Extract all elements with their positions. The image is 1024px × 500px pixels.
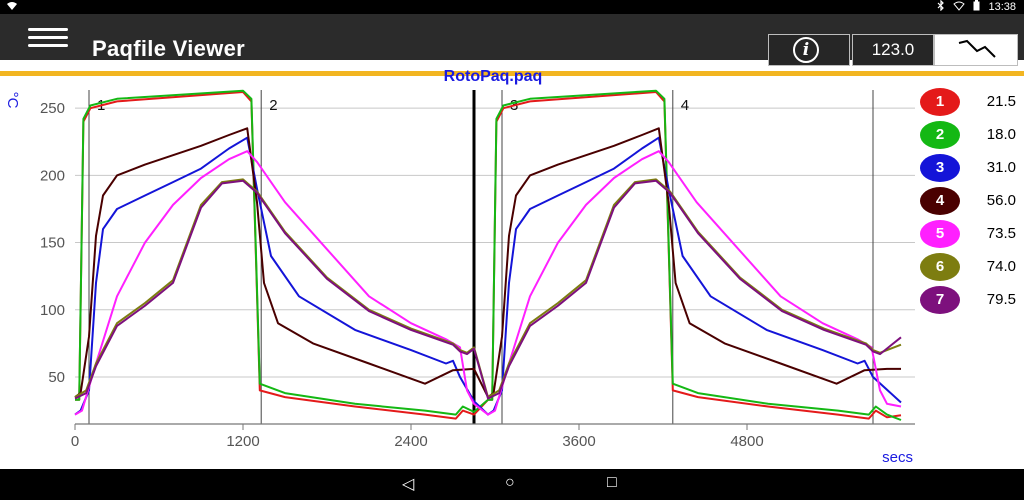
wifi-icon: [6, 1, 18, 14]
y-tick-label: 100: [40, 302, 65, 319]
legend-value: 74.0: [986, 258, 1016, 275]
x-tick-label: 0: [71, 433, 79, 450]
app-title: Paqfile Viewer: [92, 36, 245, 61]
legend-item-6[interactable]: 6 74.0: [920, 253, 1024, 283]
home-icon[interactable]: ○: [505, 474, 515, 491]
series-line-2: [75, 89, 902, 421]
temperature-chart[interactable]: RotoPaq.paq °C secs 1 2 3 4 50 100 150 200 250 0…: [0, 62, 1024, 467]
app-bar-divider: [0, 71, 1024, 76]
legend-badge: 6: [920, 253, 960, 281]
legend-value: 56.0: [986, 192, 1016, 209]
info-icon: i: [793, 37, 819, 63]
legend-value: 31.0: [986, 159, 1016, 176]
legend-item-3[interactable]: 3 31.0: [920, 154, 1024, 184]
series-line-1: [75, 91, 902, 420]
x-tick-label: 2400: [394, 433, 427, 450]
series-line-5: [74, 150, 902, 416]
y-axis-label: °C: [4, 92, 21, 109]
navigation-bar: ◁ ○ □: [0, 469, 1024, 500]
info-button[interactable]: i: [768, 34, 850, 66]
app-bar: Paqfile Viewer i 123.0: [0, 14, 1024, 76]
series-line-7: [74, 179, 902, 400]
x-tick-label: 3600: [562, 433, 595, 450]
bluetooth-icon: [937, 0, 945, 14]
cycle-label: 4: [681, 97, 689, 114]
status-bar: 13:38: [0, 0, 1024, 14]
legend-badge: 2: [920, 121, 960, 149]
legend-value: 73.5: [986, 225, 1016, 242]
y-tick-label: 250: [40, 100, 65, 117]
hamburger-icon[interactable]: [28, 28, 68, 50]
x-axis-label: secs: [882, 449, 913, 466]
signal-icon: [953, 1, 966, 14]
trend-button[interactable]: [934, 34, 1018, 66]
legend-value: 79.5: [986, 291, 1016, 308]
line-trend-icon: [958, 39, 996, 58]
cycle-label: 2: [269, 97, 277, 114]
series-line-3: [74, 136, 902, 416]
x-tick-label: 4800: [730, 433, 763, 450]
legend-badge: 4: [920, 187, 960, 215]
y-tick-label: 150: [40, 235, 65, 252]
chart-title: RotoPaq.paq: [444, 68, 543, 85]
legend-value: 21.5: [986, 93, 1016, 110]
y-tick-label: 50: [48, 369, 65, 386]
battery-icon: [973, 0, 980, 14]
legend-item-7[interactable]: 7 79.5: [920, 286, 1024, 316]
legend-badge: 3: [920, 154, 960, 182]
x-tick-label: 1200: [226, 433, 259, 450]
recents-icon[interactable]: □: [607, 474, 617, 491]
legend-item-5[interactable]: 5 73.5: [920, 220, 1024, 250]
back-icon[interactable]: ◁: [402, 476, 415, 493]
legend-badge: 1: [920, 88, 960, 116]
cursor-value[interactable]: 123.0: [852, 34, 934, 66]
legend-badge: 5: [920, 220, 960, 248]
y-tick-label: 200: [40, 167, 65, 184]
legend-badge: 7: [920, 286, 960, 314]
legend-item-1[interactable]: 1 21.5: [920, 88, 1024, 118]
clock-time: 13:38: [988, 1, 1016, 13]
legend-item-2[interactable]: 2 18.0: [920, 121, 1024, 151]
legend-value: 18.0: [986, 126, 1016, 143]
legend-item-4[interactable]: 4 56.0: [920, 187, 1024, 217]
